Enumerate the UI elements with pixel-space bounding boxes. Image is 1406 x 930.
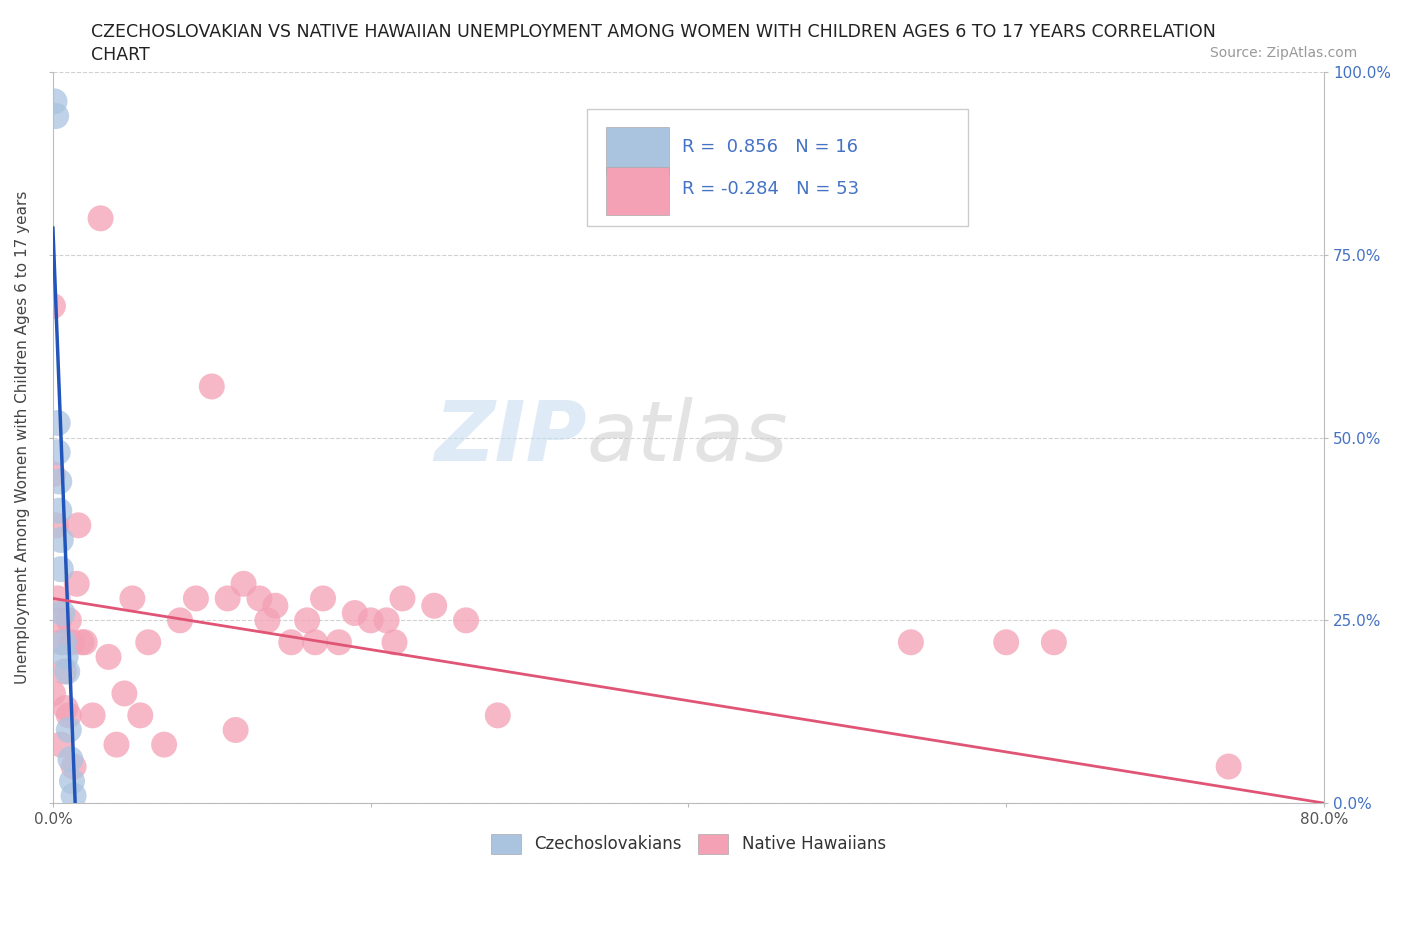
Point bbox=[217, 591, 239, 605]
Point bbox=[58, 708, 80, 723]
Point bbox=[256, 613, 278, 628]
Point bbox=[66, 577, 89, 591]
Point bbox=[48, 613, 70, 628]
Point bbox=[59, 751, 82, 766]
Point bbox=[67, 518, 90, 533]
Point bbox=[90, 211, 112, 226]
Point bbox=[48, 503, 70, 518]
Point bbox=[49, 635, 72, 650]
Point bbox=[45, 109, 67, 124]
Text: R =  0.856   N = 16: R = 0.856 N = 16 bbox=[682, 138, 858, 155]
Point bbox=[62, 789, 84, 804]
Point bbox=[184, 591, 207, 605]
Point bbox=[295, 613, 318, 628]
Point bbox=[328, 635, 350, 650]
Point bbox=[42, 299, 65, 313]
Point bbox=[45, 518, 67, 533]
Text: CHART: CHART bbox=[91, 46, 150, 64]
Point bbox=[58, 723, 80, 737]
Point bbox=[121, 591, 143, 605]
Point bbox=[60, 774, 83, 789]
Point bbox=[249, 591, 271, 605]
Point bbox=[46, 416, 69, 431]
Point bbox=[384, 635, 406, 650]
Point bbox=[49, 562, 72, 577]
Point bbox=[423, 598, 446, 613]
Point bbox=[232, 577, 254, 591]
Point bbox=[73, 635, 96, 650]
Point bbox=[129, 708, 152, 723]
FancyBboxPatch shape bbox=[606, 167, 669, 215]
Text: atlas: atlas bbox=[586, 397, 789, 478]
Point bbox=[105, 737, 128, 752]
Point bbox=[153, 737, 176, 752]
Point bbox=[995, 635, 1018, 650]
Point bbox=[136, 635, 159, 650]
Point bbox=[304, 635, 326, 650]
Point bbox=[1043, 635, 1066, 650]
Point bbox=[56, 664, 79, 679]
Point bbox=[264, 598, 287, 613]
Point bbox=[169, 613, 191, 628]
Point bbox=[49, 533, 72, 548]
Point bbox=[58, 613, 80, 628]
Legend: Czechoslovakians, Native Hawaiians: Czechoslovakians, Native Hawaiians bbox=[484, 827, 893, 860]
Point bbox=[343, 605, 366, 620]
FancyBboxPatch shape bbox=[606, 127, 669, 175]
Point bbox=[97, 649, 120, 664]
Point bbox=[60, 635, 83, 650]
Point bbox=[55, 649, 77, 664]
Point bbox=[53, 635, 76, 650]
Point bbox=[62, 759, 84, 774]
Point bbox=[900, 635, 922, 650]
Point bbox=[46, 591, 69, 605]
Point bbox=[42, 467, 65, 482]
Y-axis label: Unemployment Among Women with Children Ages 6 to 17 years: Unemployment Among Women with Children A… bbox=[15, 191, 30, 684]
Point bbox=[1218, 759, 1240, 774]
Point bbox=[375, 613, 398, 628]
Point bbox=[46, 445, 69, 459]
Point bbox=[454, 613, 477, 628]
Point bbox=[48, 474, 70, 489]
Point bbox=[280, 635, 302, 650]
Point bbox=[201, 379, 224, 394]
Point bbox=[53, 664, 76, 679]
Point bbox=[486, 708, 509, 723]
Point bbox=[312, 591, 335, 605]
Point bbox=[55, 700, 77, 715]
Point bbox=[391, 591, 413, 605]
Text: ZIP: ZIP bbox=[434, 397, 586, 478]
Point bbox=[70, 635, 93, 650]
Point bbox=[51, 605, 73, 620]
Text: CZECHOSLOVAKIAN VS NATIVE HAWAIIAN UNEMPLOYMENT AMONG WOMEN WITH CHILDREN AGES 6: CZECHOSLOVAKIAN VS NATIVE HAWAIIAN UNEMP… bbox=[91, 23, 1216, 41]
Point bbox=[112, 686, 135, 701]
FancyBboxPatch shape bbox=[586, 109, 969, 226]
Point bbox=[49, 737, 72, 752]
Point bbox=[225, 723, 247, 737]
Point bbox=[360, 613, 382, 628]
Text: Source: ZipAtlas.com: Source: ZipAtlas.com bbox=[1209, 46, 1357, 60]
Point bbox=[44, 94, 66, 109]
Text: R = -0.284   N = 53: R = -0.284 N = 53 bbox=[682, 180, 859, 198]
Point bbox=[42, 686, 65, 701]
Point bbox=[82, 708, 104, 723]
